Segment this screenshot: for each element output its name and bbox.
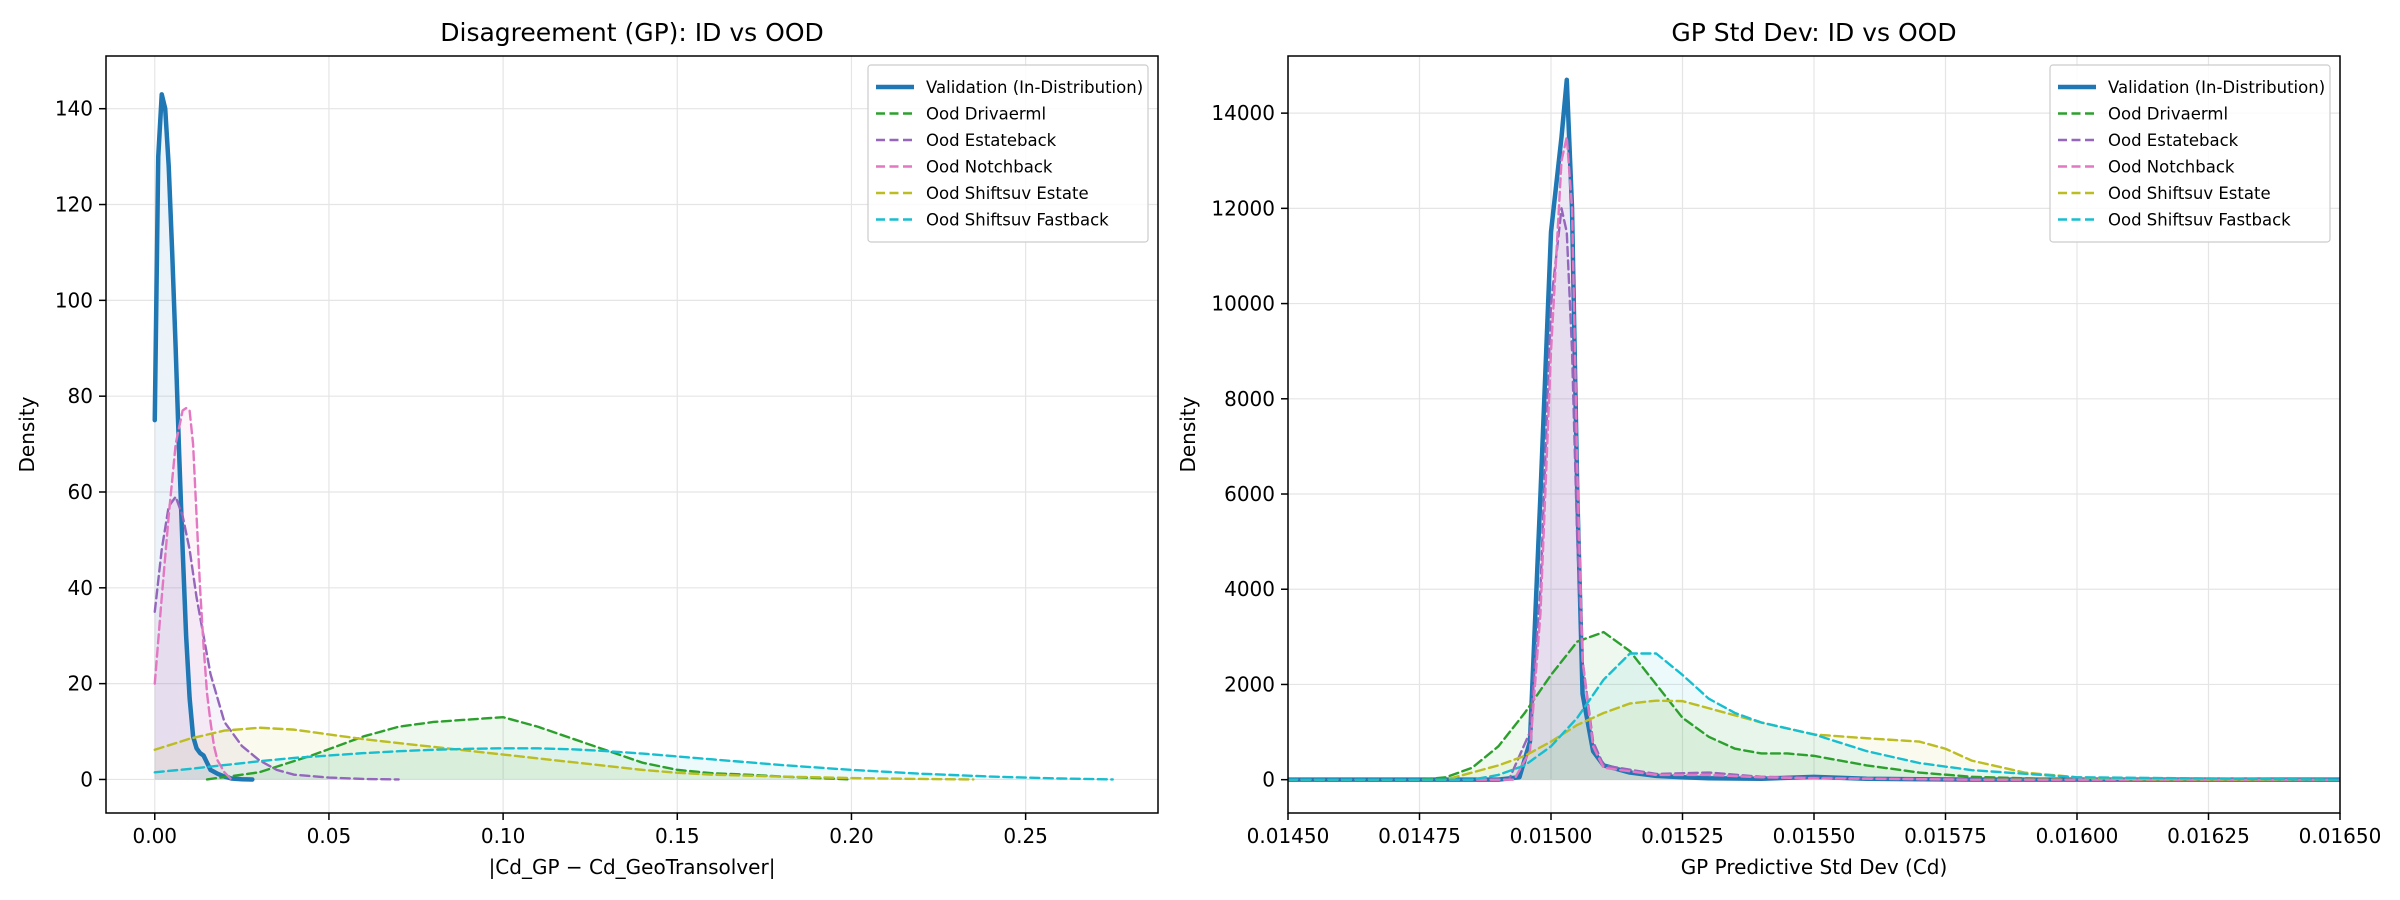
legend-box: [2049, 64, 2331, 243]
y-tick-label: 120: [55, 193, 93, 217]
series-line-ood-shiftsuv-estate: [153, 726, 975, 781]
legend-label-validation-in-distribution: Validation (In-Distribution): [926, 78, 1143, 97]
legend-label-ood-notchback: Ood Notchback: [926, 158, 1053, 177]
y-tick-label: 80: [68, 384, 93, 408]
panel-gp-std-dev: 0.01450 0.01475 0.01500 0.01525 0.01550 0.015…: [1176, 18, 2381, 879]
series-fill-validation-in-distribution: [154, 94, 253, 780]
legend-label-validation-in-distribution: Validation (In-Distribution): [2108, 78, 2325, 97]
x-tick-label: 0.01575: [1904, 824, 1987, 848]
y-axis-label: Density: [1176, 396, 1200, 472]
x-tick-label: 0.01450: [1247, 824, 1330, 848]
series-fill-ood-shiftsuv-estate: [1288, 700, 2340, 780]
legend: Validation (In-Distribution) Ood Drivaerm…: [867, 64, 1149, 243]
series-group: [1288, 77, 2340, 782]
x-tick-label: 0.01650: [2299, 824, 2382, 848]
x-axis-label: GP Predictive Std Dev (Cd): [1681, 855, 1948, 879]
y-tick-label: 4000: [1224, 577, 1275, 601]
series-line-ood-estateback: [153, 495, 400, 781]
x-tick-label: 0.20: [829, 824, 874, 848]
series-line-ood-notchback: [153, 406, 233, 781]
y-axis-label: Density: [15, 396, 39, 472]
axes-frame: [105, 55, 1159, 814]
x-axis-label: |Cd_GP − Cd_GeoTransolver|: [489, 855, 776, 879]
x-tick-label: 0.01525: [1641, 824, 1724, 848]
series-fill-ood-shiftsuv-fastback: [1288, 653, 2340, 780]
legend-label-ood-shiftsuv-estate: Ood Shiftsuv Estate: [926, 184, 1089, 203]
series-line-ood-shiftsuv-fastback: [153, 747, 1114, 781]
y-tick-label: 14000: [1211, 101, 1275, 125]
x-tick-label: 0.01600: [2036, 824, 2119, 848]
y-tick-label: 10000: [1211, 292, 1275, 316]
y-tick-label: 20: [68, 672, 93, 696]
x-tick-label: 0.10: [481, 824, 526, 848]
legend-label-ood-shiftsuv-fastback: Ood Shiftsuv Fastback: [2108, 211, 2291, 230]
x-tick-label: 0.25: [1003, 824, 1048, 848]
y-tick-label: 0: [1262, 768, 1275, 792]
x-tick-label: 0.01475: [1378, 824, 1461, 848]
x-tick-label: 0.00: [133, 824, 178, 848]
legend-label-ood-notchback: Ood Notchback: [2108, 158, 2235, 177]
y-tick-label: 0: [80, 767, 93, 791]
series-line-ood-shiftsuv-fastback: [1288, 652, 2340, 781]
legend-label-ood-estateback: Ood Estateback: [926, 131, 1057, 150]
panel-disagreement: 0.00 0.05 0.10 0.15 0.20 0.25 0 20 40 60 80 100 120 1…: [15, 18, 1159, 879]
x-tick-label: 0.01550: [1773, 824, 1856, 848]
series-group: [152, 92, 1114, 782]
y-tick-label: 40: [68, 576, 93, 600]
y-tick-label: 6000: [1224, 482, 1275, 506]
legend: Validation (In-Distribution) Ood Drivaerm…: [2049, 64, 2331, 243]
y-tick-label: 2000: [1224, 672, 1275, 696]
y-tick-label: 12000: [1211, 196, 1275, 220]
legend-label-ood-shiftsuv-estate: Ood Shiftsuv Estate: [2108, 184, 2271, 203]
x-tick-label: 0.05: [307, 824, 352, 848]
x-tick-label: 0.01500: [1510, 824, 1593, 848]
series-fill-ood-notchback: [1288, 136, 2340, 780]
chart-title: Disagreement (GP): ID vs OOD: [440, 18, 824, 47]
y-tick-label: 100: [55, 288, 93, 312]
chart-title: GP Std Dev: ID vs OOD: [1671, 18, 1956, 47]
y-tick-label: 8000: [1224, 387, 1275, 411]
series-fill-ood-drivaerml: [207, 717, 852, 780]
legend-label-ood-shiftsuv-fastback: Ood Shiftsuv Fastback: [926, 211, 1109, 230]
legend-box: [867, 64, 1149, 243]
y-tick-label: 60: [68, 480, 93, 504]
x-tick-label: 0.15: [655, 824, 700, 848]
series-fill-ood-estateback: [1288, 208, 2340, 780]
series-line-validation-in-distribution: [152, 92, 255, 782]
legend-label-ood-drivaerml: Ood Drivaerml: [2108, 105, 2228, 124]
x-tick-label: 0.01625: [2167, 824, 2250, 848]
legend-label-ood-drivaerml: Ood Drivaerml: [926, 105, 1046, 124]
y-tick-label: 140: [55, 97, 93, 121]
legend-label-ood-estateback: Ood Estateback: [2108, 131, 2239, 150]
series-fill-ood-estateback: [154, 496, 399, 780]
series-line-ood-shiftsuv-estate: [1288, 699, 2340, 781]
series-fill-ood-shiftsuv-estate: [154, 727, 974, 780]
series-line-ood-notchback: [1288, 135, 2340, 781]
